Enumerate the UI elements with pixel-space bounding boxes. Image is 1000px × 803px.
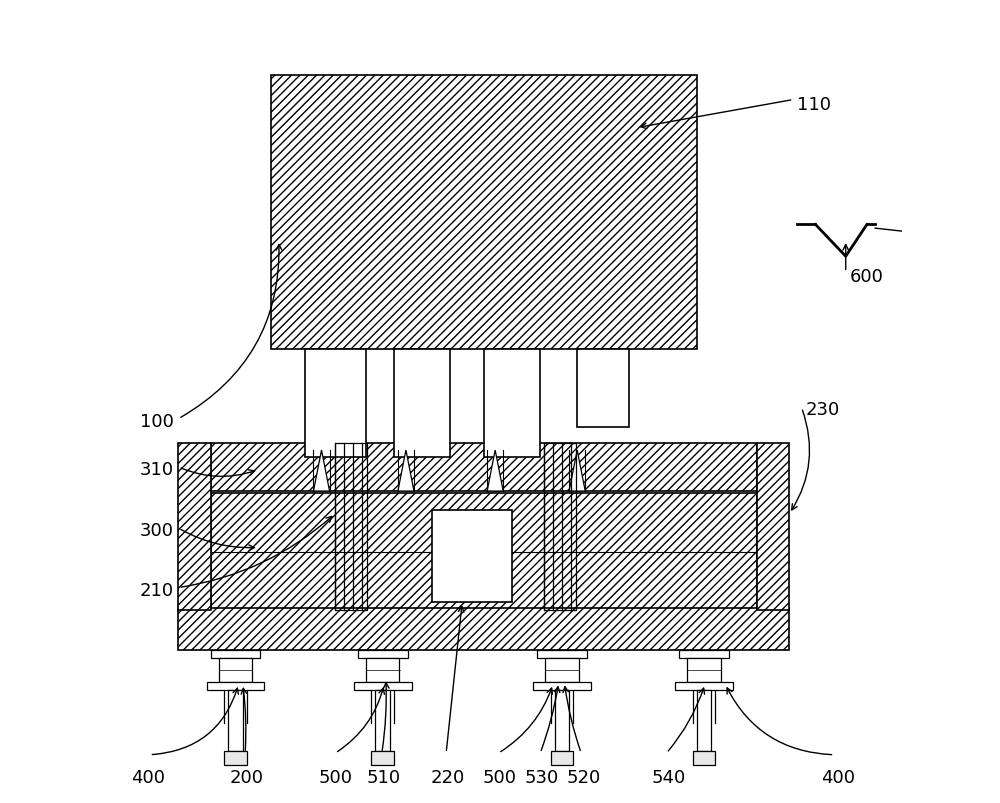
Text: 100: 100 bbox=[140, 413, 174, 430]
Text: 500: 500 bbox=[483, 768, 517, 786]
Text: 510: 510 bbox=[366, 768, 400, 786]
Text: 230: 230 bbox=[806, 401, 840, 418]
Bar bbox=[697, 691, 711, 751]
Bar bbox=[207, 683, 264, 691]
Bar bbox=[394, 349, 450, 458]
Bar bbox=[211, 650, 260, 658]
Bar bbox=[366, 658, 399, 683]
Text: 600: 600 bbox=[850, 268, 884, 286]
Bar bbox=[224, 751, 247, 765]
Text: 520: 520 bbox=[566, 768, 601, 786]
Bar bbox=[693, 751, 715, 765]
Polygon shape bbox=[487, 450, 503, 491]
Text: 220: 220 bbox=[431, 768, 465, 786]
Text: 530: 530 bbox=[525, 768, 559, 786]
Text: 400: 400 bbox=[821, 768, 855, 786]
Polygon shape bbox=[398, 450, 414, 491]
Bar bbox=[335, 443, 367, 610]
Bar bbox=[305, 349, 366, 458]
Bar bbox=[178, 443, 211, 610]
Bar bbox=[544, 443, 576, 610]
Bar bbox=[371, 751, 394, 765]
Bar bbox=[551, 751, 573, 765]
Bar bbox=[178, 609, 789, 650]
Text: 400: 400 bbox=[131, 768, 165, 786]
Bar bbox=[484, 349, 540, 458]
Bar bbox=[687, 658, 721, 683]
Text: 500: 500 bbox=[318, 768, 352, 786]
Bar bbox=[555, 691, 569, 751]
Bar bbox=[211, 443, 757, 491]
Text: 300: 300 bbox=[140, 521, 174, 539]
Bar bbox=[679, 650, 729, 658]
Bar bbox=[211, 494, 757, 610]
Bar bbox=[533, 683, 591, 691]
Bar bbox=[537, 650, 587, 658]
Bar bbox=[219, 658, 252, 683]
Polygon shape bbox=[313, 450, 330, 491]
Bar bbox=[228, 691, 243, 751]
Bar bbox=[375, 691, 390, 751]
Bar bbox=[271, 76, 697, 349]
Bar bbox=[358, 650, 408, 658]
Bar bbox=[675, 683, 733, 691]
Text: 540: 540 bbox=[652, 768, 686, 786]
Bar bbox=[432, 510, 512, 602]
Text: 310: 310 bbox=[140, 461, 174, 479]
Polygon shape bbox=[569, 450, 585, 491]
Text: 110: 110 bbox=[797, 96, 831, 113]
Text: 210: 210 bbox=[140, 581, 174, 599]
Text: 200: 200 bbox=[230, 768, 264, 786]
Bar bbox=[354, 683, 412, 691]
Bar bbox=[577, 349, 629, 427]
Bar bbox=[545, 658, 579, 683]
Bar bbox=[757, 443, 789, 610]
